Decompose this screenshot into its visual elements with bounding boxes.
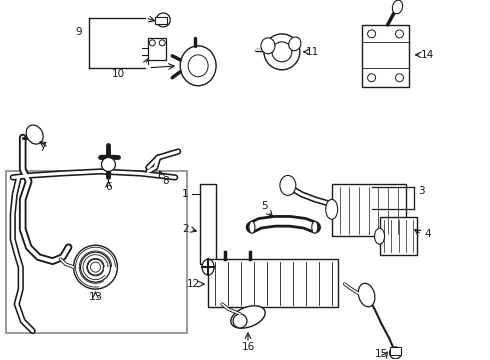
Ellipse shape [374,228,385,244]
Circle shape [101,157,116,171]
Bar [155,17,167,24]
Ellipse shape [188,55,208,77]
Ellipse shape [180,46,216,86]
Circle shape [159,40,165,46]
Circle shape [368,30,375,38]
Text: 16: 16 [242,342,255,352]
Circle shape [390,347,401,359]
Bar [200,184,216,264]
Bar [362,25,410,87]
Ellipse shape [358,283,375,307]
Circle shape [233,314,247,328]
Text: 3: 3 [418,186,425,197]
Ellipse shape [26,125,43,144]
Bar [6,171,187,333]
Circle shape [395,74,403,82]
Circle shape [74,245,118,289]
Ellipse shape [249,221,255,233]
Bar [390,347,401,355]
Text: 6: 6 [105,183,112,192]
Text: 2: 2 [182,224,189,234]
Text: 1: 1 [182,189,189,199]
Circle shape [149,40,155,46]
Circle shape [88,259,103,275]
Ellipse shape [202,259,214,275]
Bar [380,217,417,255]
Text: 7: 7 [39,143,46,153]
Circle shape [80,252,110,282]
Ellipse shape [280,175,296,195]
Circle shape [264,34,300,70]
Ellipse shape [312,221,318,233]
Ellipse shape [261,38,275,54]
Text: 15: 15 [375,349,388,359]
Circle shape [368,74,375,82]
Circle shape [395,30,403,38]
Text: 12: 12 [187,279,200,289]
Ellipse shape [392,0,403,14]
Text: 13: 13 [89,292,102,302]
Circle shape [156,13,170,27]
Text: 11: 11 [306,47,319,57]
Bar [332,184,407,236]
Text: 5: 5 [262,201,268,211]
Text: 10: 10 [112,69,125,79]
Bar [148,38,166,60]
Ellipse shape [326,199,338,219]
Text: 4: 4 [424,229,431,239]
Bar [208,259,338,307]
Circle shape [272,42,292,62]
Text: 14: 14 [421,50,434,60]
Text: 8: 8 [162,176,169,186]
Text: 9: 9 [75,27,82,37]
Ellipse shape [231,306,265,328]
Ellipse shape [289,37,301,51]
